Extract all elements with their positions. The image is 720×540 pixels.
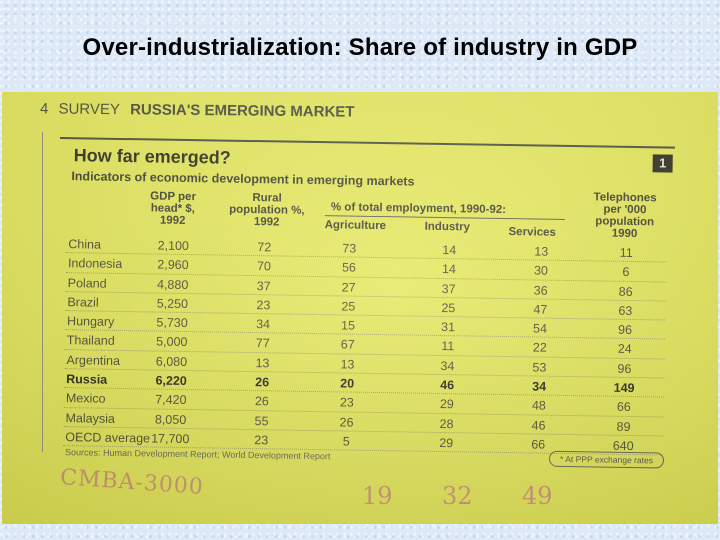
industry-cell: 28 bbox=[439, 416, 454, 431]
country-cell: Thailand bbox=[66, 333, 115, 349]
margin-rule bbox=[42, 132, 43, 452]
industry-cell: 14 bbox=[441, 262, 457, 277]
page-header: 4 SURVEY RUSSIA'S EMERGING MARKET bbox=[40, 100, 355, 120]
header-industry: Industry bbox=[424, 220, 471, 234]
country-cell: Russia bbox=[66, 372, 108, 387]
telephones-cell: 96 bbox=[617, 361, 632, 376]
services-cell: 53 bbox=[532, 360, 547, 375]
agriculture-cell: 20 bbox=[340, 376, 355, 391]
agriculture-cell: 27 bbox=[341, 280, 356, 295]
agriculture-cell: 23 bbox=[339, 395, 354, 411]
telephones-cell: 89 bbox=[616, 419, 631, 434]
gdp-cell: 17,700 bbox=[151, 431, 190, 447]
page-survey-label: SURVEY bbox=[58, 100, 121, 119]
industry-cell: 37 bbox=[441, 281, 456, 296]
industry-cell: 25 bbox=[441, 300, 456, 316]
rural-cell: 13 bbox=[255, 355, 270, 371]
country-cell: Malaysia bbox=[65, 410, 116, 426]
agriculture-cell: 13 bbox=[340, 357, 355, 372]
services-cell: 54 bbox=[532, 321, 548, 336]
industry-cell: 46 bbox=[440, 378, 455, 393]
agriculture-cell: 15 bbox=[341, 318, 356, 333]
header-telephones: Telephones per '000 population 1990 bbox=[593, 191, 657, 241]
country-cell: Hungary bbox=[66, 314, 115, 330]
gdp-cell: 2,960 bbox=[157, 257, 189, 273]
agriculture-cell: 5 bbox=[342, 434, 350, 449]
header-gdp: GDP per head* $, 1992 bbox=[150, 190, 197, 227]
indicator-table: How far emerged? 1 Indicators of economi… bbox=[54, 137, 675, 477]
rural-cell: 23 bbox=[254, 433, 269, 448]
country-cell: Poland bbox=[67, 275, 107, 291]
rural-cell: 26 bbox=[255, 375, 270, 390]
agriculture-cell: 56 bbox=[341, 260, 357, 275]
gdp-cell: 5,250 bbox=[156, 296, 189, 311]
industry-cell: 31 bbox=[440, 320, 456, 335]
country-cell: Indonesia bbox=[67, 256, 123, 272]
rural-cell: 26 bbox=[254, 394, 269, 409]
header-rural: Rural population %, 1992 bbox=[229, 192, 305, 229]
table-number: 1 bbox=[652, 154, 673, 173]
rural-cell: 70 bbox=[256, 259, 272, 274]
telephones-cell: 149 bbox=[613, 380, 635, 396]
agriculture-cell: 73 bbox=[342, 241, 357, 256]
services-cell: 46 bbox=[531, 418, 546, 433]
telephones-cell: 66 bbox=[616, 400, 631, 415]
gdp-cell: 6,220 bbox=[155, 373, 187, 389]
industry-cell: 29 bbox=[439, 397, 454, 412]
table-footnote: * At PPP exchange rates bbox=[548, 450, 665, 469]
industry-cell: 29 bbox=[439, 435, 454, 451]
telephones-cell: 96 bbox=[617, 322, 633, 338]
rural-cell: 55 bbox=[254, 413, 269, 428]
services-cell: 30 bbox=[533, 263, 549, 278]
country-cell: China bbox=[68, 237, 102, 252]
header-agriculture: Agriculture bbox=[324, 219, 387, 233]
table-title: How far emerged? bbox=[73, 145, 231, 168]
telephones-cell: 63 bbox=[618, 303, 633, 318]
services-cell: 66 bbox=[531, 437, 546, 452]
gdp-cell: 5,000 bbox=[156, 335, 188, 350]
rural-cell: 34 bbox=[256, 317, 271, 332]
header-services: Services bbox=[508, 226, 556, 239]
table-body: China 2,100 72 73 14 13 11 Indonesia 2,960 70 56 14… bbox=[63, 234, 667, 456]
slide-title: Over-industrialization: Share of industr… bbox=[82, 34, 638, 61]
rural-cell: 37 bbox=[256, 278, 271, 293]
rural-cell: 72 bbox=[257, 240, 272, 255]
services-cell: 22 bbox=[532, 340, 547, 356]
telephones-cell: 86 bbox=[618, 284, 633, 299]
agriculture-cell: 67 bbox=[340, 337, 355, 353]
handwritten-number-2: 32 bbox=[442, 482, 473, 510]
country-cell: Brazil bbox=[67, 295, 99, 310]
rural-cell: 77 bbox=[255, 336, 270, 351]
rural-cell: 23 bbox=[256, 297, 271, 313]
country-cell: Mexico bbox=[65, 391, 106, 407]
telephones-cell: 6 bbox=[622, 265, 630, 280]
services-cell: 34 bbox=[532, 379, 547, 394]
gdp-cell: 4,880 bbox=[156, 277, 189, 292]
country-cell: Argentina bbox=[66, 352, 121, 368]
services-cell: 47 bbox=[533, 302, 548, 317]
gdp-cell: 6,080 bbox=[155, 354, 188, 369]
handwritten-number-1: 19 bbox=[362, 482, 393, 510]
page-header-title: RUSSIA'S EMERGING MARKET bbox=[130, 101, 355, 121]
services-cell: 13 bbox=[534, 244, 549, 259]
gdp-cell: 5,730 bbox=[156, 315, 188, 331]
agriculture-cell: 26 bbox=[339, 415, 354, 430]
handwritten-note: CMBA-3000 bbox=[59, 465, 205, 500]
gdp-cell: 2,100 bbox=[157, 238, 190, 254]
industry-cell: 34 bbox=[440, 358, 455, 374]
newspaper-photo: 4 SURVEY RUSSIA'S EMERGING MARKET How fa… bbox=[2, 92, 718, 524]
gdp-cell: 8,050 bbox=[154, 412, 187, 427]
industry-cell: 11 bbox=[441, 339, 455, 354]
agriculture-cell: 25 bbox=[341, 299, 356, 314]
gdp-cell: 7,420 bbox=[155, 392, 187, 408]
telephones-cell: 11 bbox=[619, 245, 633, 261]
services-cell: 48 bbox=[531, 398, 546, 414]
services-cell: 36 bbox=[533, 283, 548, 298]
telephones-cell: 24 bbox=[617, 342, 632, 357]
handwritten-number-3: 49 bbox=[522, 482, 553, 510]
page-number: 4 bbox=[39, 100, 49, 118]
industry-cell: 14 bbox=[442, 243, 457, 258]
table-subtitle: Indicators of economic development in em… bbox=[71, 169, 415, 189]
header-employment: % of total employment, 1990-92: bbox=[330, 201, 507, 217]
